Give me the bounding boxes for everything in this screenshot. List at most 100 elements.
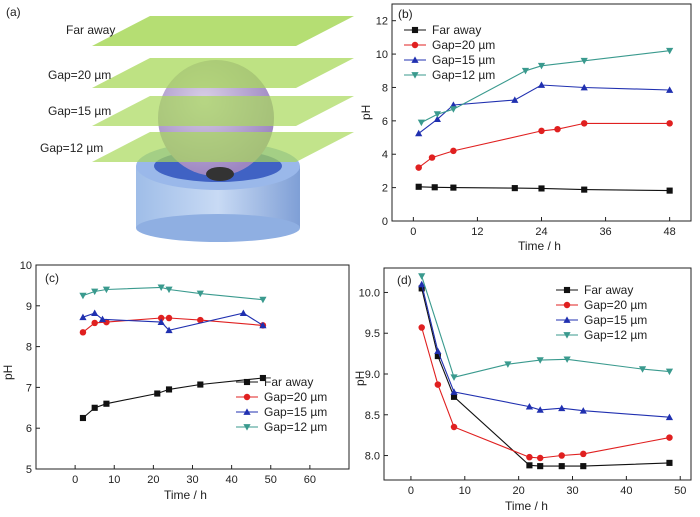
legend-label: Gap=12 µm [264, 420, 327, 434]
y-tick-label: 8 [382, 82, 388, 94]
data-point [450, 423, 458, 431]
data-point [638, 366, 647, 373]
series-c-1 [79, 314, 267, 336]
legend-marker [411, 72, 419, 79]
series-line [82, 286, 263, 301]
data-point [449, 101, 458, 108]
y-tick-label: 9.0 [365, 369, 380, 381]
data-point [434, 353, 441, 360]
legend-label: Gap=15 µm [432, 53, 495, 67]
y-tick-label: 6 [382, 116, 388, 128]
x-tick-label: 50 [265, 474, 277, 486]
data-point [511, 185, 518, 192]
x-tick-label: 0 [410, 226, 416, 238]
data-point [165, 314, 173, 322]
y-tick-label: 6 [26, 423, 32, 435]
data-point [418, 285, 425, 292]
legend-item: Gap=20 µm [236, 390, 327, 404]
data-point [537, 81, 546, 88]
x-tick-label: 40 [620, 485, 632, 497]
x-axis-label-b: Time / h [518, 239, 561, 253]
legend-marker [243, 378, 251, 386]
data-point [165, 326, 173, 334]
data-point [98, 315, 107, 323]
legend-item: Gap=12 µm [236, 420, 327, 434]
data-point [103, 400, 110, 407]
data-point [449, 106, 458, 113]
legend-label: Gap=20 µm [584, 298, 647, 312]
data-point [165, 286, 173, 294]
plane-far-away [92, 16, 354, 46]
data-point [580, 83, 588, 91]
y-tick-label: 9.5 [365, 328, 380, 340]
data-point [580, 120, 588, 127]
x-tick-label: 0 [408, 485, 414, 497]
data-point [558, 452, 565, 459]
panel-a: (a) Far away Gap=20 µm Gap=15 µm Gap=12 … [6, 5, 354, 242]
data-point [554, 125, 561, 133]
data-point [525, 403, 534, 410]
panel-b-label: (b) [398, 7, 413, 21]
panel-d-label: (d) [397, 273, 412, 287]
data-point [581, 186, 588, 193]
data-point [259, 374, 266, 382]
data-point [91, 288, 99, 296]
y-axis-label-b: pH [359, 105, 373, 120]
x-tick-label: 48 [664, 226, 676, 238]
data-point [91, 319, 98, 327]
data-point [579, 407, 587, 414]
legend-label: Far away [432, 23, 481, 37]
legend-item: Gap=20 µm [404, 38, 495, 52]
series-line [418, 84, 670, 134]
data-point [415, 129, 423, 137]
data-point [666, 187, 673, 194]
y-tick-label: 4 [382, 149, 388, 161]
plane-gap-20 [92, 58, 354, 88]
series-line [421, 288, 670, 467]
series-d-2 [418, 280, 674, 421]
x-axis-label-c: Time / h [164, 488, 207, 502]
y-axis-label-c: pH [1, 365, 15, 380]
probe-tip [206, 167, 234, 181]
plane-gap-15 [92, 96, 354, 126]
legend-label: Far away [264, 375, 313, 389]
x-tick-label: 20 [513, 485, 525, 497]
legend-marker [411, 56, 419, 63]
legend-label: Gap=20 µm [432, 38, 495, 52]
legend-item: Gap=15 µm [556, 313, 647, 327]
x-tick-label: 12 [471, 226, 483, 238]
legend-marker [563, 286, 571, 294]
data-point [418, 280, 426, 288]
y-tick-label: 8.0 [365, 451, 380, 463]
legend-label: Gap=15 µm [584, 313, 647, 327]
series-line [421, 327, 670, 459]
data-point [665, 413, 674, 421]
y-tick-label: 2 [382, 183, 388, 195]
y-tick-label: 7 [26, 382, 32, 394]
legend-marker [243, 393, 251, 401]
data-point [418, 324, 425, 331]
x-tick-label: 40 [226, 474, 238, 486]
data-point [580, 463, 587, 470]
series-c-0 [79, 374, 266, 422]
legend-label: Gap=12 µm [584, 328, 647, 342]
x-tick-label: 30 [566, 485, 578, 497]
series-b-2 [415, 81, 674, 137]
y-tick-label: 10 [20, 260, 32, 272]
axis-ticks-d: 0 10 20 30 40 50 8.0 8.5 9.0 9.5 10.0 [359, 287, 687, 497]
series-c-2 [79, 309, 267, 334]
data-point [558, 463, 565, 470]
data-point [157, 318, 165, 325]
series-line [421, 284, 670, 418]
data-point [418, 273, 426, 280]
data-point [91, 404, 98, 411]
legend-marker [563, 301, 571, 309]
data-point [433, 111, 441, 118]
data-point [259, 296, 267, 304]
data-point [450, 393, 458, 400]
series-group-b [415, 47, 674, 194]
